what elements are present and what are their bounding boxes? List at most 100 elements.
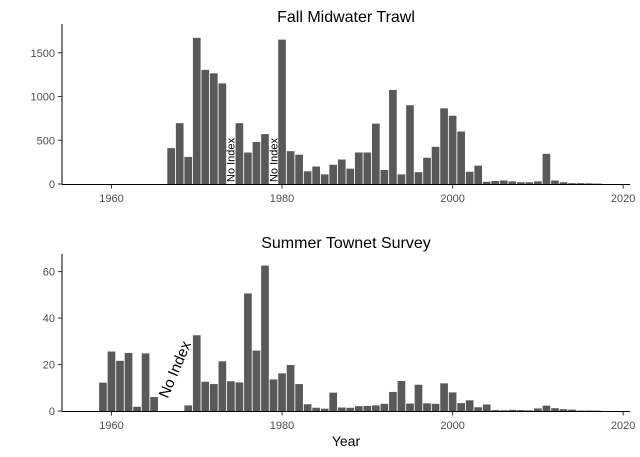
bar	[542, 405, 551, 411]
bar	[252, 350, 261, 411]
bar	[568, 183, 576, 185]
y-tick-label: 1000	[31, 92, 55, 104]
bar	[192, 37, 201, 185]
bar	[363, 152, 372, 184]
bar	[448, 115, 457, 184]
bar	[218, 83, 227, 185]
x-tick-label: 1960	[99, 420, 123, 432]
bar	[252, 142, 261, 184]
annotation-no-index: No Index	[226, 137, 238, 182]
bar	[346, 407, 355, 411]
bar	[107, 351, 116, 411]
bar	[465, 171, 474, 184]
bar	[372, 405, 380, 411]
y-tick-label: 0	[49, 179, 55, 191]
bar	[525, 410, 534, 411]
bar	[209, 73, 218, 184]
bar	[269, 379, 278, 411]
bar	[585, 183, 593, 184]
bar	[184, 405, 193, 411]
x-tick-label: 2000	[440, 420, 464, 432]
bar	[244, 293, 252, 411]
y-tick-label: 500	[37, 135, 55, 147]
bar	[227, 381, 235, 411]
bar	[175, 123, 184, 184]
bar	[508, 409, 517, 411]
bar	[474, 407, 483, 411]
bar	[389, 89, 397, 184]
bar	[363, 405, 372, 411]
bar	[448, 392, 457, 411]
bar	[431, 146, 440, 184]
bar	[303, 171, 312, 184]
bar	[312, 166, 320, 184]
bar	[534, 181, 542, 185]
bar	[380, 403, 389, 411]
bar	[141, 353, 150, 411]
bar	[406, 105, 414, 184]
bar	[320, 174, 329, 185]
bar	[440, 108, 448, 184]
bar	[337, 159, 346, 184]
y-tick-label: 20	[43, 360, 55, 372]
bar	[568, 409, 576, 411]
bar	[414, 172, 423, 184]
bar	[397, 174, 406, 185]
x-axis-label: Year	[332, 433, 361, 449]
bar	[99, 382, 107, 411]
x-tick-label: 2020	[611, 420, 635, 432]
x-tick-label: 2020	[611, 193, 635, 205]
bar	[551, 408, 559, 411]
bar	[499, 180, 508, 184]
bar	[312, 407, 320, 411]
bar	[559, 409, 568, 411]
bar	[329, 392, 338, 411]
y-tick-label: 60	[43, 267, 55, 279]
x-tick-label: 1980	[270, 193, 294, 205]
bar	[286, 151, 295, 184]
bar	[372, 123, 380, 185]
bar	[457, 403, 465, 411]
y-tick-label: 1500	[31, 48, 55, 60]
bar	[346, 168, 355, 184]
x-tick-label: 2000	[440, 193, 464, 205]
bar	[517, 182, 525, 184]
bar	[380, 170, 389, 184]
bar	[406, 403, 414, 411]
bar	[457, 131, 465, 184]
bar	[278, 39, 286, 185]
bar	[124, 352, 133, 411]
bar	[286, 365, 295, 411]
bar	[414, 384, 423, 411]
bar	[576, 183, 585, 185]
bar	[491, 180, 500, 184]
bar	[192, 335, 201, 411]
bar	[295, 384, 303, 411]
bar	[423, 157, 431, 184]
bar	[320, 408, 329, 411]
bar	[201, 69, 210, 184]
chart-title: Summer Townet Survey	[261, 235, 431, 252]
y-tick-label: 0	[49, 406, 55, 418]
bar	[354, 152, 363, 184]
bar	[559, 182, 568, 184]
bar	[423, 403, 431, 411]
bar	[482, 404, 491, 411]
bar	[133, 406, 141, 411]
bar	[116, 360, 124, 411]
bar	[474, 165, 483, 185]
x-tick-label: 1980	[270, 420, 294, 432]
annotation-no-index: No Index	[268, 137, 280, 182]
bar	[499, 410, 508, 411]
bar	[278, 373, 286, 411]
bar	[201, 381, 210, 411]
x-tick-label: 1960	[99, 193, 123, 205]
bar	[542, 153, 551, 184]
bar	[209, 384, 218, 411]
bar	[525, 182, 534, 184]
bar	[440, 383, 448, 411]
bar	[167, 148, 176, 185]
bar	[150, 397, 158, 411]
bar	[184, 156, 193, 185]
